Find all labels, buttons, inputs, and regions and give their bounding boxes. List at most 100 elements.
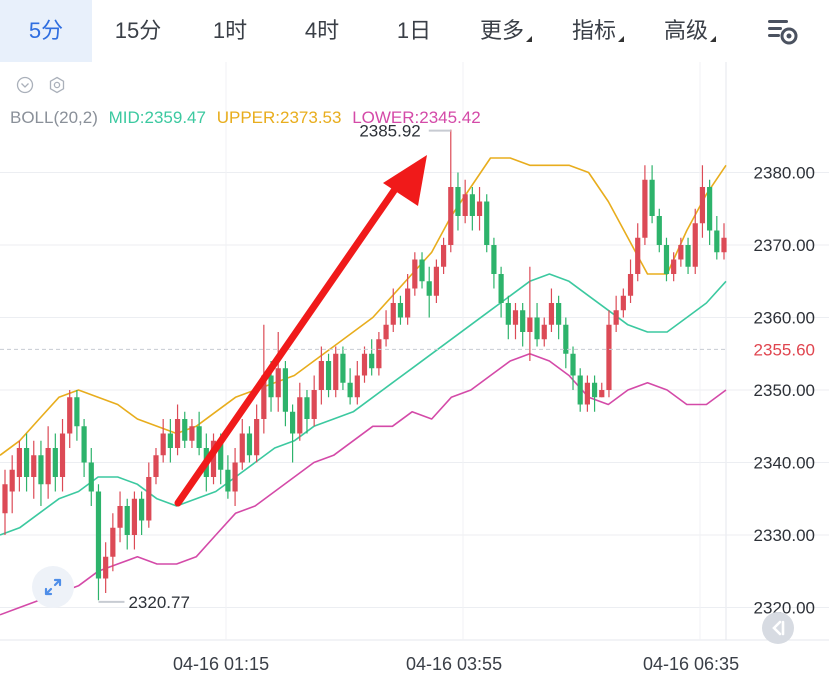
tab-advanced[interactable]: 高级 (644, 0, 736, 62)
tab-1day[interactable]: 1日 (368, 0, 460, 62)
indicator-settings-icon[interactable] (48, 76, 66, 94)
candle-body (613, 310, 619, 325)
candle (606, 310, 612, 398)
candle (671, 252, 677, 282)
candle-body (218, 440, 224, 470)
candle-body (570, 353, 576, 376)
time-axis-label: 04-16 01:15 (173, 654, 270, 674)
candle-body (297, 397, 303, 434)
chart-settings-button[interactable] (760, 12, 804, 52)
candle-body (182, 419, 188, 441)
candle-body (304, 397, 310, 419)
candle (699, 165, 706, 238)
candle-body (656, 216, 662, 245)
candle (232, 448, 238, 506)
boll-upper-line (0, 157, 727, 456)
trend-arrow-shaft (174, 178, 404, 507)
candle-body (95, 491, 102, 579)
candle-body (405, 288, 411, 318)
candle-body (599, 390, 605, 398)
candle (333, 346, 339, 398)
tab-4hour[interactable]: 4时 (276, 0, 368, 62)
candle (707, 179, 713, 245)
candle (354, 361, 360, 405)
candle-body (325, 361, 332, 390)
candle (620, 288, 626, 318)
candle (347, 368, 353, 405)
candle-body (254, 419, 260, 456)
candle (390, 288, 396, 332)
candle-body (534, 317, 540, 340)
candle-body (174, 419, 181, 448)
tab-more[interactable]: 更多 (460, 0, 552, 62)
candle (440, 237, 447, 274)
tab-indicators[interactable]: 指标 (552, 0, 644, 62)
candle-body (88, 462, 94, 492)
candle-body (268, 375, 274, 398)
scroll-to-latest-button[interactable] (762, 612, 794, 644)
candle-body (318, 361, 324, 390)
candle (455, 172, 461, 231)
tab-1hour[interactable]: 1时 (184, 0, 276, 62)
candle (23, 433, 30, 492)
candle (527, 266, 533, 361)
candle (167, 419, 173, 463)
candle-body (390, 303, 396, 325)
boll-lower-value: LOWER:2345.42 (352, 108, 481, 127)
candle-body (282, 368, 289, 412)
candle (311, 375, 317, 427)
candle-body (721, 237, 727, 253)
candle (45, 426, 51, 499)
candle-body (484, 201, 490, 245)
candle (182, 411, 188, 448)
time-axis-label: 04-16 03:55 (406, 654, 503, 674)
candle (117, 491, 123, 543)
tab-5min[interactable]: 5分 (0, 0, 92, 62)
candlestick-chart[interactable]: 2355.60 2385.92 2320.77 2380.00 2370.00 2360… (0, 62, 829, 682)
candle-body (225, 469, 231, 492)
candle (520, 303, 526, 347)
candle-body (627, 274, 634, 296)
candle-body (426, 281, 432, 296)
candle (663, 237, 670, 282)
candle (469, 187, 475, 231)
collapse-indicator-icon[interactable] (16, 76, 34, 94)
candle (642, 165, 648, 245)
candle (74, 390, 80, 441)
candle (685, 237, 691, 274)
candle-body (67, 397, 73, 434)
candle (131, 491, 138, 550)
candle (383, 310, 389, 347)
candle-body (117, 506, 123, 528)
candle-body (354, 375, 360, 398)
candle-body (146, 477, 152, 521)
candle-body (440, 245, 447, 267)
candle-body (556, 303, 562, 325)
candle (146, 462, 152, 528)
boll-mid-line (0, 273, 727, 536)
candle-body (671, 259, 677, 274)
candle (246, 426, 253, 463)
candle-body (663, 245, 670, 274)
candle-body (261, 375, 267, 419)
candle (124, 498, 130, 550)
chart-area[interactable]: 2355.60 2385.92 2320.77 2380.00 2370.00 2360… (0, 62, 829, 682)
tab-15min[interactable]: 15分 (92, 0, 184, 62)
fullscreen-expand-button[interactable] (32, 566, 74, 608)
dropdown-caret-icon (618, 36, 624, 42)
candle (52, 433, 58, 492)
boll-name: BOLL(20,2) (10, 108, 98, 127)
candle (635, 223, 641, 282)
candle-body (548, 303, 555, 325)
y-tick-label: 2340.00 (754, 454, 815, 473)
candle (282, 361, 289, 427)
candle-body (196, 426, 202, 448)
candle-body (38, 455, 44, 485)
candle (419, 252, 425, 289)
candle-body (153, 455, 159, 477)
candle-body (361, 353, 368, 376)
candle (210, 433, 217, 485)
candle (196, 411, 202, 456)
candle-body (74, 397, 80, 427)
candle-body (563, 324, 569, 354)
